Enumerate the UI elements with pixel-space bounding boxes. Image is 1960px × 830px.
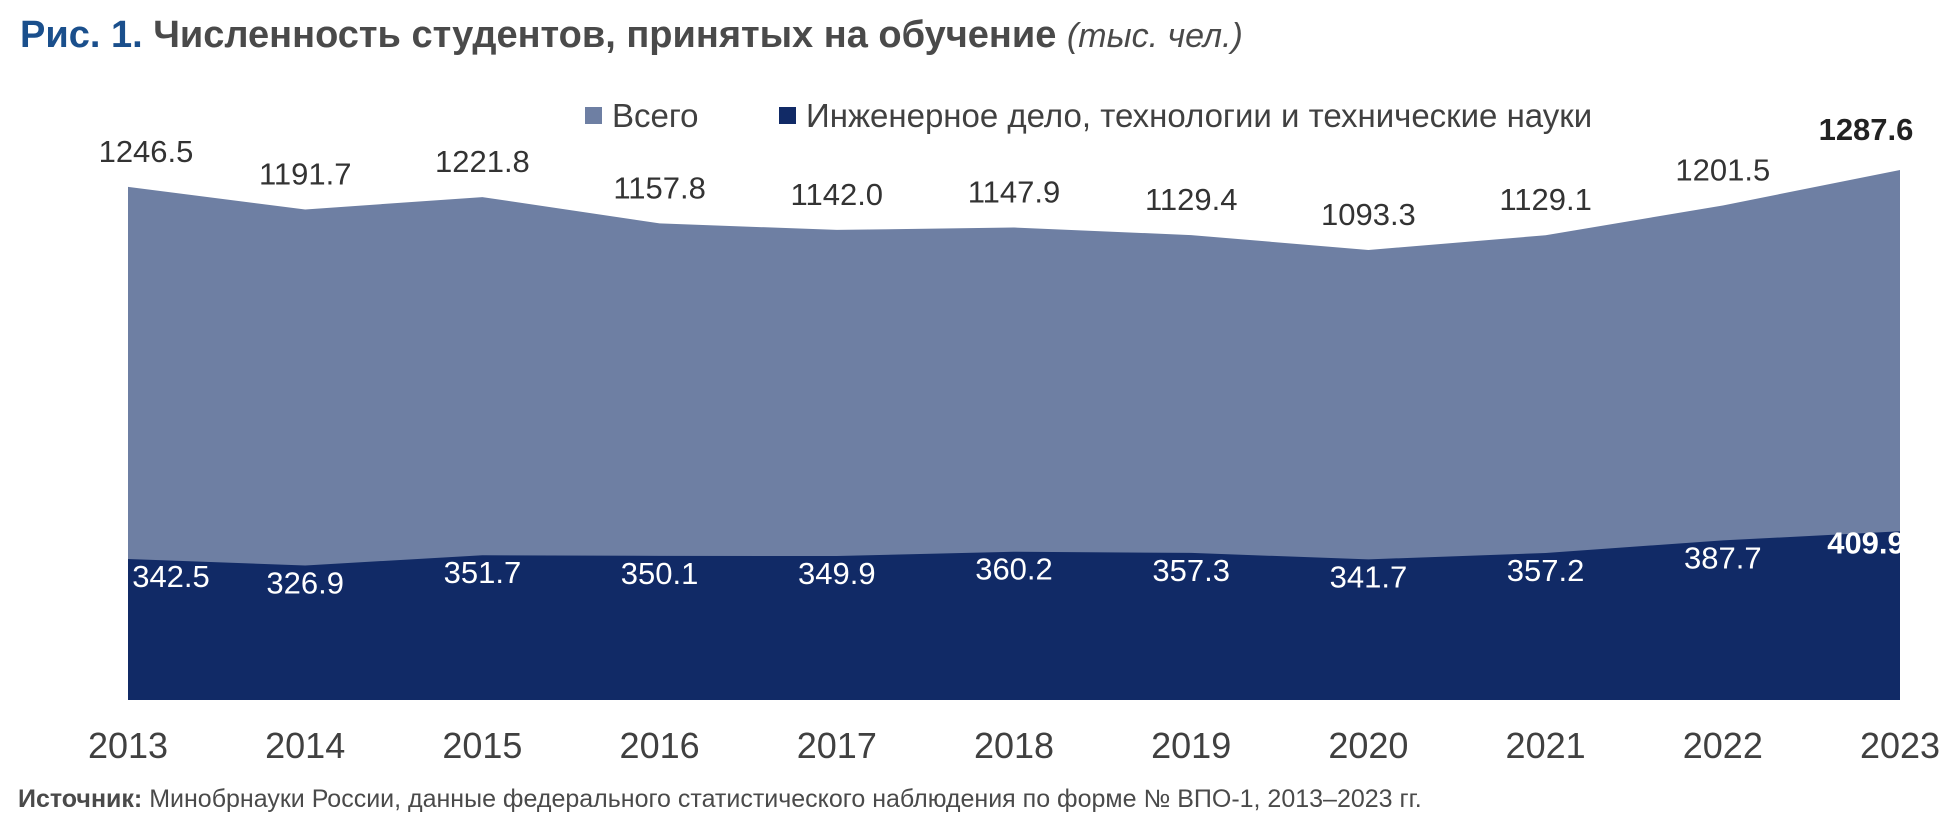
area-chart: 1246.5 1191.7 1221.8 1157.8 1142.0 1147.9 1129… xyxy=(88,97,1940,760)
label-engineering: 349.9 xyxy=(798,556,876,591)
label-total: 1142.0 xyxy=(791,177,884,212)
legend: Всего Инженерное дело, технологии и техни… xyxy=(585,97,1592,134)
x-tick-label: 2016 xyxy=(620,725,700,760)
label-total: 1129.1 xyxy=(1499,182,1592,217)
label-total: 1287.6 xyxy=(1819,112,1914,147)
x-tick-label: 2021 xyxy=(1506,725,1586,760)
data-labels: 1246.5 1191.7 1221.8 1157.8 1142.0 1147.9 1129… xyxy=(99,112,1914,600)
label-engineering: 357.3 xyxy=(1152,553,1230,588)
x-tick-label: 2018 xyxy=(974,725,1054,760)
label-total: 1129.4 xyxy=(1145,182,1238,217)
label-engineering: 360.2 xyxy=(975,552,1053,587)
chart-areas xyxy=(128,170,1900,700)
x-tick-label: 2020 xyxy=(1328,725,1408,760)
legend-swatch xyxy=(585,107,602,124)
label-total: 1093.3 xyxy=(1321,197,1416,232)
label-total: 1147.9 xyxy=(968,175,1061,210)
label-total: 1221.8 xyxy=(435,144,530,179)
label-engineering: 326.9 xyxy=(266,565,344,600)
label-engineering: 357.2 xyxy=(1507,553,1585,588)
legend-swatch xyxy=(779,107,796,124)
x-tick-label: 2019 xyxy=(1151,725,1231,760)
chart-title: Рис. 1. Численность студентов, принятых … xyxy=(20,14,1243,57)
legend-label: Всего xyxy=(612,97,699,134)
label-total: 1157.8 xyxy=(613,170,706,205)
label-engineering: 387.7 xyxy=(1684,540,1762,575)
label-engineering: 342.5 xyxy=(132,559,210,594)
label-engineering: 341.7 xyxy=(1330,559,1408,594)
x-tick-label: 2017 xyxy=(797,725,877,760)
label-total: 1191.7 xyxy=(259,156,352,191)
source-note: Источник: Минобрнауки России, данные фед… xyxy=(18,785,1422,814)
source-label: Источник: xyxy=(18,785,143,813)
label-total: 1201.5 xyxy=(1675,152,1770,187)
x-tick-label: 2013 xyxy=(88,725,168,760)
x-tick-label: 2015 xyxy=(442,725,522,760)
figure-number: Рис. 1. xyxy=(20,14,143,56)
title-text: Численность студентов, принятых на обуче… xyxy=(153,14,1057,56)
label-engineering: 409.9 xyxy=(1827,525,1905,560)
x-axis: 2013 2014 2015 2016 2017 2018 2019 2020 2021 2022… xyxy=(88,725,1940,760)
label-engineering: 350.1 xyxy=(621,556,699,591)
label-engineering: 351.7 xyxy=(444,555,522,590)
x-tick-label: 2022 xyxy=(1683,725,1763,760)
x-tick-label: 2014 xyxy=(265,725,345,760)
legend-label: Инженерное дело, технологии и технически… xyxy=(806,97,1592,134)
area-engineering xyxy=(128,531,1900,700)
source-text: Минобрнауки России, данные федерального … xyxy=(142,785,1422,813)
label-total: 1246.5 xyxy=(99,134,194,169)
x-tick-label: 2023 xyxy=(1860,725,1940,760)
title-unit: (тыс. чел.) xyxy=(1066,17,1243,55)
